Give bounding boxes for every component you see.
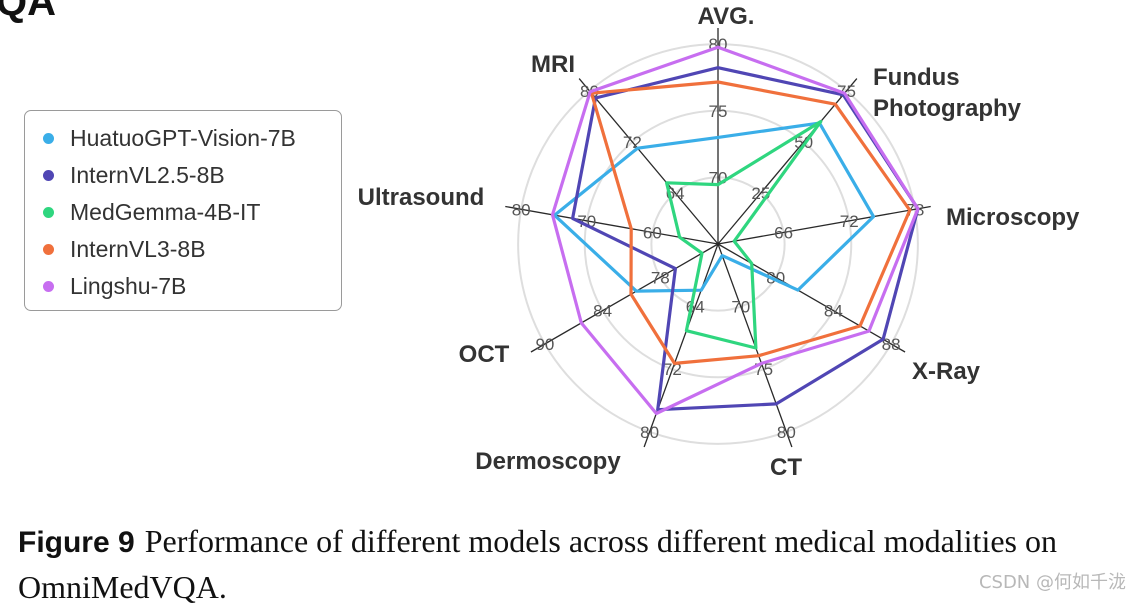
legend-item: InternVL3-8B: [25, 234, 206, 264]
radar-series: [550, 45, 920, 416]
axis-label: Fundus Photography: [873, 64, 1022, 122]
axis-spoke: [717, 78, 858, 245]
figure-caption: Figure 9 Performance of different models …: [18, 519, 1118, 610]
tick-label: 78: [651, 268, 670, 287]
tick-label: 84: [593, 302, 612, 321]
tick-label: 80: [512, 200, 531, 219]
radar-chart: 7075802550756672788084887075806472807884…: [358, 3, 1080, 481]
tick-label: 80: [640, 423, 659, 442]
series-line: [589, 80, 912, 365]
axis-label: CT: [770, 454, 802, 481]
legend-label: Lingshu-7B: [70, 272, 187, 299]
legend-swatch: [43, 169, 54, 181]
legend-item: HuatuoGPT-Vision-7B: [25, 123, 296, 153]
radar-axis-labels: AVG. Fundus Photography Microscopy X-Ray CT De…: [358, 3, 1080, 481]
legend-label: MedGemma-4B-IT: [70, 198, 261, 225]
legend-label: InternVL2.5-8B: [70, 161, 225, 188]
legend-item: MedGemma-4B-IT: [25, 197, 260, 227]
tick-label: 90: [535, 335, 554, 354]
axis-spoke: [530, 243, 719, 353]
tick-label: 80: [777, 423, 796, 442]
series-line: [664, 119, 823, 350]
caption-text: Performance of different models across d…: [18, 523, 1057, 605]
series-line: [550, 45, 920, 416]
series-line: [552, 121, 876, 293]
axis-label: Ultrasound: [358, 184, 485, 211]
tick-label: 70: [731, 298, 750, 317]
axis-spoke: [578, 78, 719, 245]
tick-label: 72: [663, 360, 682, 379]
legend-swatch: [43, 280, 54, 292]
legend-swatch: [43, 132, 54, 144]
legend-label: InternVL3-8B: [70, 235, 206, 262]
tick-label: 78: [905, 200, 924, 219]
axis-spoke: [717, 205, 931, 245]
axis-label: MRI: [531, 51, 575, 78]
axis-label: X-Ray: [912, 358, 981, 385]
caption-label: Figure 9: [18, 526, 135, 559]
legend-item: Lingshu-7B: [25, 271, 186, 301]
legend-label: HuatuoGPT-Vision-7B: [70, 124, 296, 151]
legend-swatch: [43, 243, 54, 255]
axis-label: AVG.: [698, 3, 755, 30]
legend-swatch: [43, 206, 54, 218]
tick-label: 75: [837, 82, 856, 101]
tick-label: 75: [709, 102, 728, 121]
corner-text: QA: [0, 0, 56, 24]
watermark: CSDN @何如千泷: [978, 572, 1126, 593]
radar-tick-labels: 7075802550756672788084887075806472807884…: [512, 35, 925, 442]
axis-label: Microscopy: [946, 204, 1080, 231]
tick-label: 72: [840, 212, 859, 231]
legend-item: InternVL2.5-8B: [25, 160, 225, 190]
axis-label: OCT: [459, 341, 510, 368]
tick-label: 66: [774, 223, 793, 242]
tick-label: 88: [882, 335, 901, 354]
axis-label: Dermoscopy: [475, 448, 621, 475]
tick-label: 60: [643, 223, 662, 242]
tick-label: 84: [824, 302, 843, 321]
legend: HuatuoGPT-Vision-7B InternVL2.5-8B MedGe…: [24, 110, 342, 311]
